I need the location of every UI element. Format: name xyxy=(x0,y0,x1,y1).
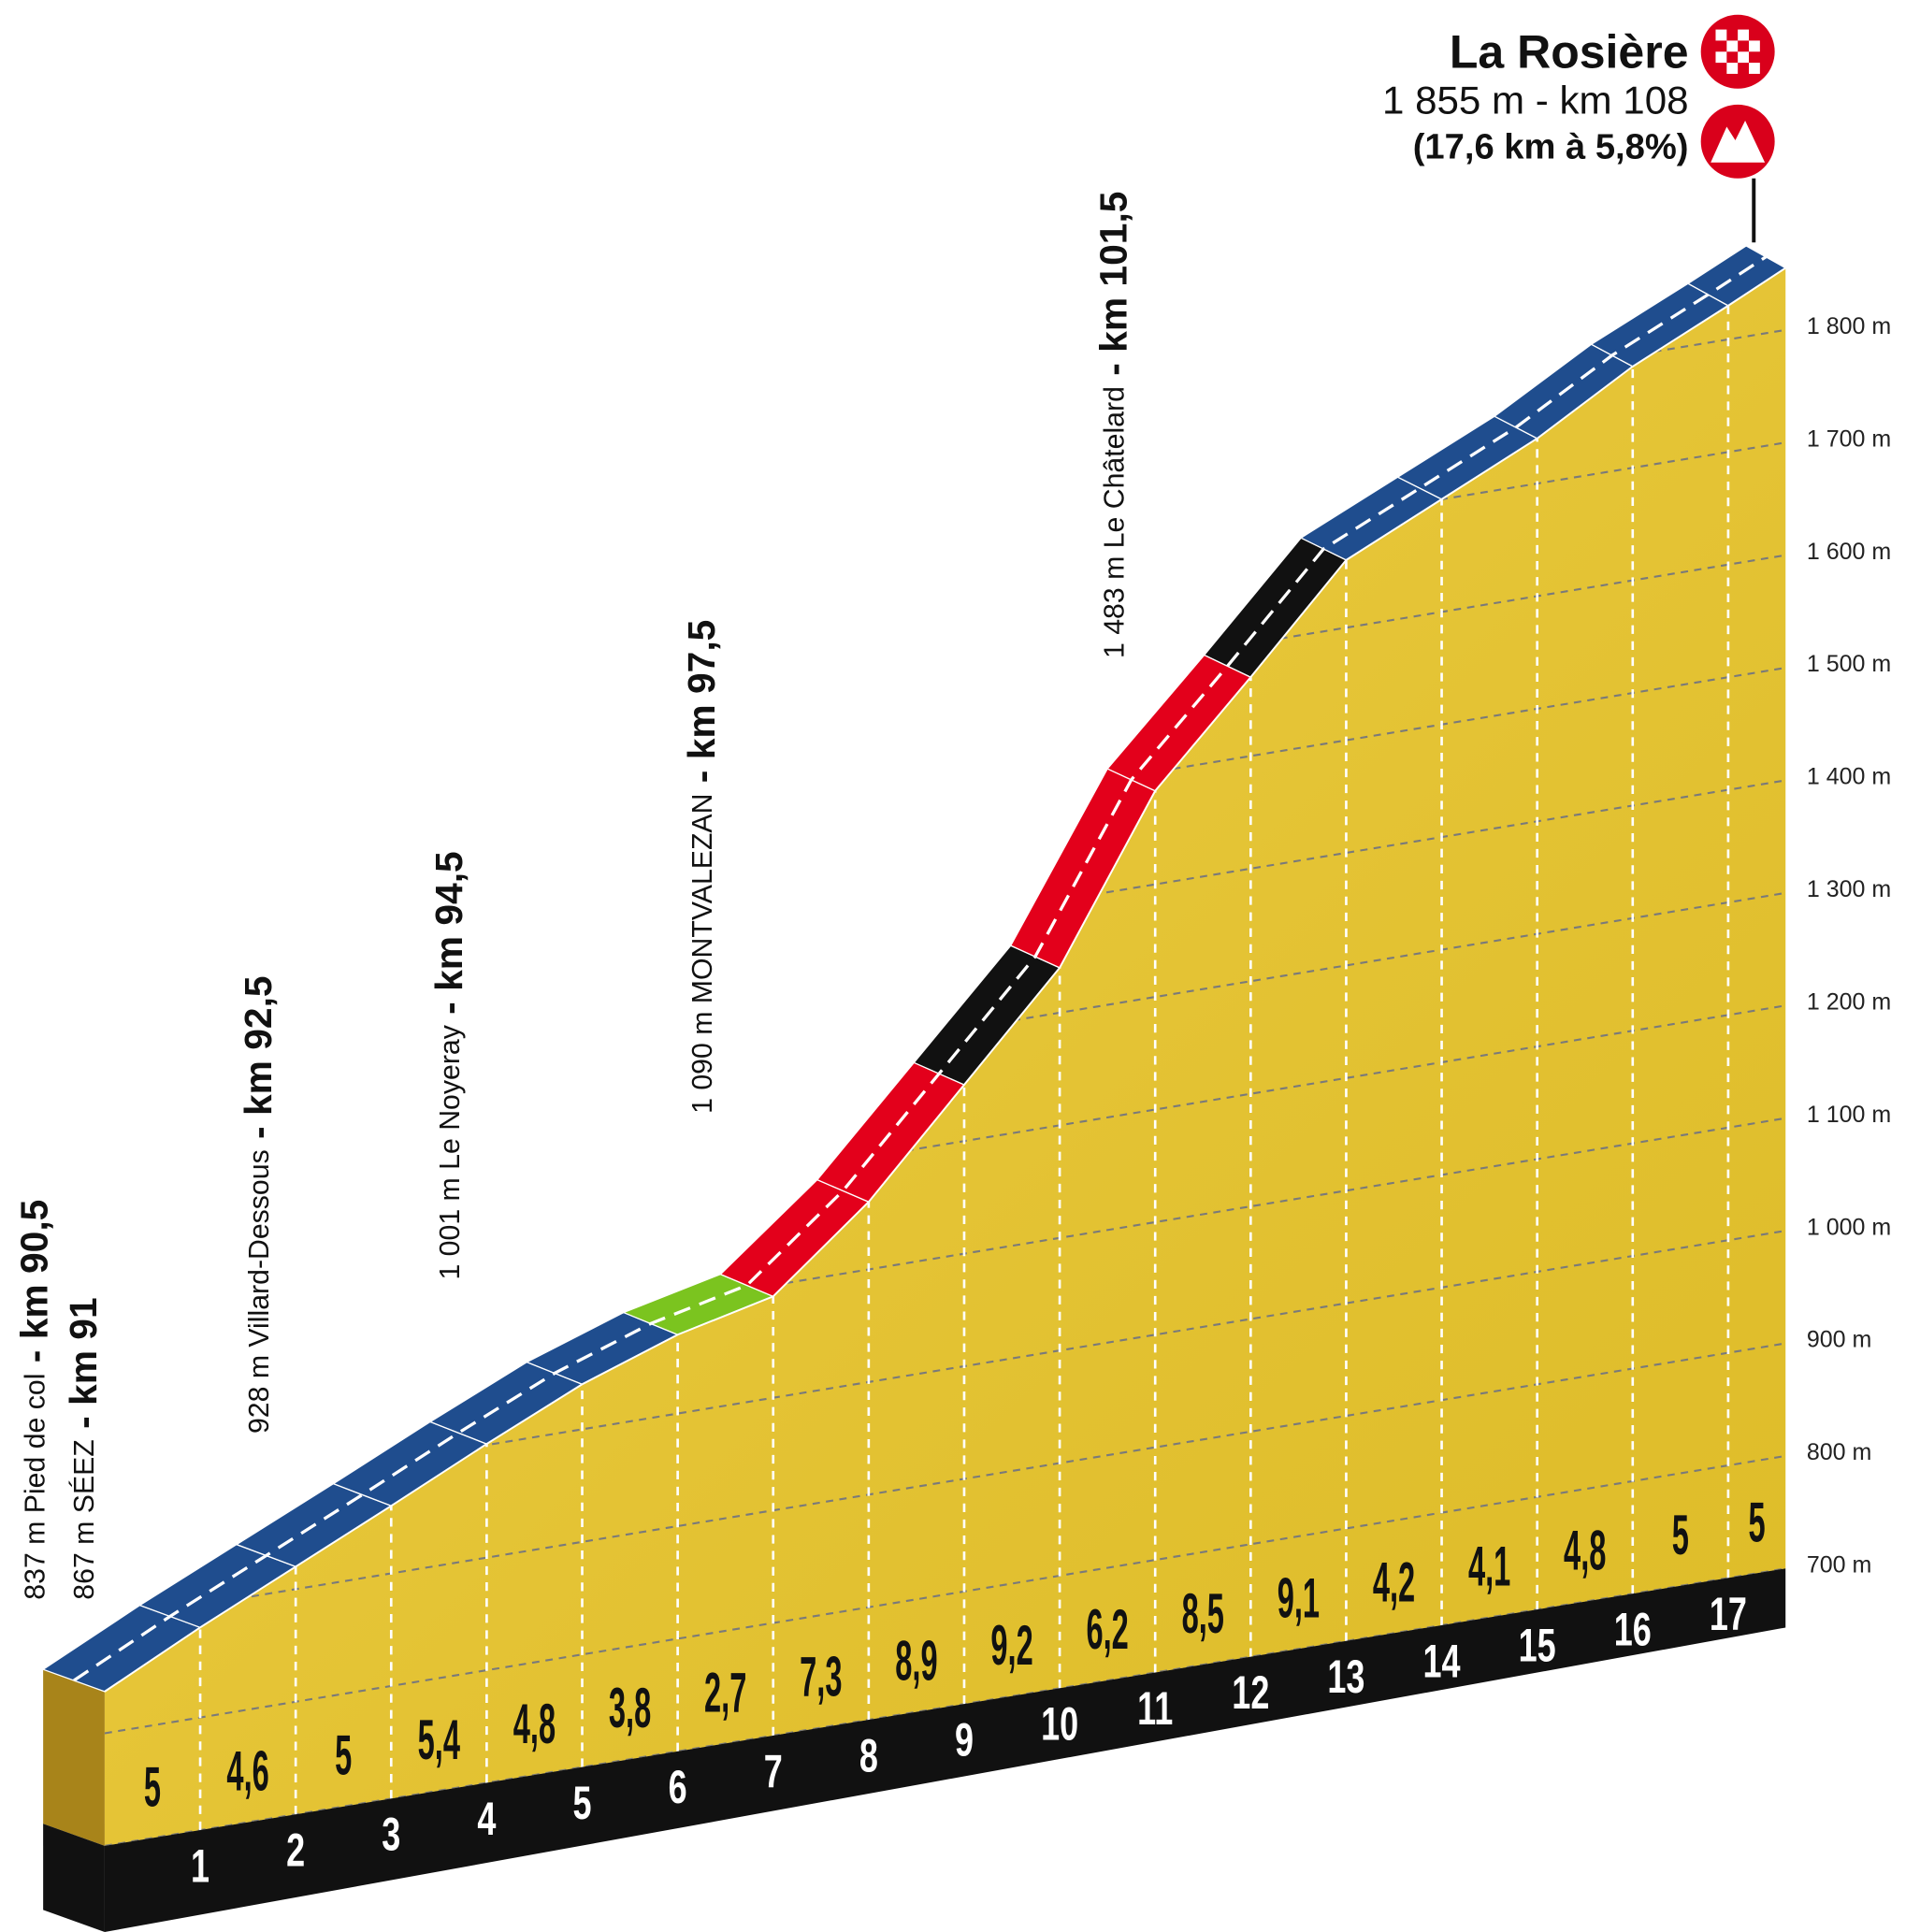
waypoint-name: 1 090 m MONTVALEZAN xyxy=(687,794,718,1114)
waypoint-km: - km 97,5 xyxy=(680,620,723,794)
chart-title: La Rosière xyxy=(1450,25,1689,78)
km-label: 7 xyxy=(764,1747,783,1798)
km-label: 8 xyxy=(859,1731,878,1782)
y-tick-label: 800 m xyxy=(1807,1439,1871,1465)
gradient-label: 5 xyxy=(144,1756,161,1819)
gradient-label: 5 xyxy=(1748,1492,1765,1554)
km-label: 1 xyxy=(191,1841,209,1893)
y-tick-label: 1 700 m xyxy=(1807,425,1891,452)
km-label: 10 xyxy=(1041,1699,1078,1751)
waypoint-km: - km 91 xyxy=(62,1297,105,1439)
km-label: 12 xyxy=(1232,1667,1269,1719)
km-label: 16 xyxy=(1614,1605,1652,1656)
waypoint-label: 928 m Villard-Dessous - km 92,5 xyxy=(237,975,280,1434)
profile: 700 m 800 m 900 m 1 000 m 1 100 m 1 200 m 1 30… xyxy=(12,192,1891,1932)
face-shade xyxy=(104,267,1786,1846)
km-label: 2 xyxy=(286,1825,305,1877)
y-tick-label: 1 400 m xyxy=(1807,764,1891,790)
waypoint-name: 1 483 m Le Châtelard xyxy=(1100,386,1131,658)
gradient-label: 3,8 xyxy=(609,1678,651,1740)
gradient-label: 5,4 xyxy=(418,1709,460,1771)
km-label: 13 xyxy=(1327,1652,1364,1704)
gradient-label: 4,8 xyxy=(513,1694,556,1756)
km-label: 4 xyxy=(477,1794,496,1845)
km-label: 14 xyxy=(1423,1636,1461,1688)
gradient-label: 2,7 xyxy=(704,1662,746,1724)
waypoint-km: - km 90,5 xyxy=(12,1200,55,1374)
waypoint-name: 1 001 m Le Noyeray xyxy=(435,1024,466,1279)
gradient-label: 4,8 xyxy=(1564,1520,1606,1582)
km-label: 17 xyxy=(1710,1589,1747,1640)
waypoint-label: 867 m SÉEZ - km 91 xyxy=(62,1297,105,1599)
waypoint-km: - km 101,5 xyxy=(1091,192,1134,387)
base-strip xyxy=(104,1568,1786,1932)
y-tick-label: 1 300 m xyxy=(1807,876,1891,902)
y-tick-label: 1 000 m xyxy=(1807,1214,1891,1240)
y-tick-label: 1 500 m xyxy=(1807,651,1891,677)
gradient-label: 9,1 xyxy=(1278,1567,1320,1630)
km-label: 11 xyxy=(1137,1683,1173,1735)
gradient-label: 4,1 xyxy=(1468,1536,1510,1598)
km-label: 5 xyxy=(572,1778,591,1829)
km-label: 9 xyxy=(955,1715,974,1766)
gradient-label: 7,3 xyxy=(800,1646,842,1709)
gradient-label: 9,2 xyxy=(990,1614,1032,1677)
side-face xyxy=(43,1669,105,1846)
y-tick-label: 900 m xyxy=(1807,1327,1871,1353)
waypoint-label: 1 483 m Le Châtelard - km 101,5 xyxy=(1091,192,1134,658)
gradient-label: 5 xyxy=(335,1724,352,1787)
gradient-label: 4,6 xyxy=(226,1740,268,1803)
center-line xyxy=(73,255,1768,1682)
profile-edge xyxy=(104,267,1786,1693)
chart-subtitle: 1 855 m - km 108 xyxy=(1382,79,1689,123)
climb-note: (17,6 km à 5,8%) xyxy=(1413,126,1689,166)
gradient-label: 5 xyxy=(1672,1504,1689,1566)
y-tick-label: 1 800 m xyxy=(1807,313,1891,339)
gradient-label: 8,9 xyxy=(895,1630,937,1693)
base-side xyxy=(43,1824,105,1932)
gradient-label: 4,2 xyxy=(1373,1551,1415,1614)
gradient-label: 8,5 xyxy=(1182,1583,1224,1646)
summit-icon xyxy=(1698,102,1778,181)
km-label: 15 xyxy=(1519,1621,1556,1672)
waypoint-km: - km 94,5 xyxy=(427,851,470,1025)
waypoint-label: 1 001 m Le Noyeray - km 94,5 xyxy=(427,851,470,1279)
gradient-label: 6,2 xyxy=(1086,1598,1128,1661)
y-tick-label: 700 m xyxy=(1807,1551,1871,1578)
y-tick-label: 1 100 m xyxy=(1807,1102,1891,1128)
waypoint-km: - km 92,5 xyxy=(237,975,280,1149)
waypoint-name: 928 m Villard-Dessous xyxy=(244,1149,275,1434)
waypoint-label: 1 090 m MONTVALEZAN - km 97,5 xyxy=(680,620,723,1114)
waypoint-label: 837 m Pied de col - km 90,5 xyxy=(12,1200,55,1600)
waypoint-name: 837 m Pied de col xyxy=(21,1374,51,1600)
finish-icon xyxy=(1698,12,1778,92)
km-label: 3 xyxy=(382,1809,400,1861)
y-tick-label: 1 200 m xyxy=(1807,988,1891,1015)
y-tick-label: 1 600 m xyxy=(1807,539,1891,565)
km-label: 6 xyxy=(669,1763,687,1814)
waypoint-name: 867 m SÉEZ xyxy=(69,1439,100,1600)
